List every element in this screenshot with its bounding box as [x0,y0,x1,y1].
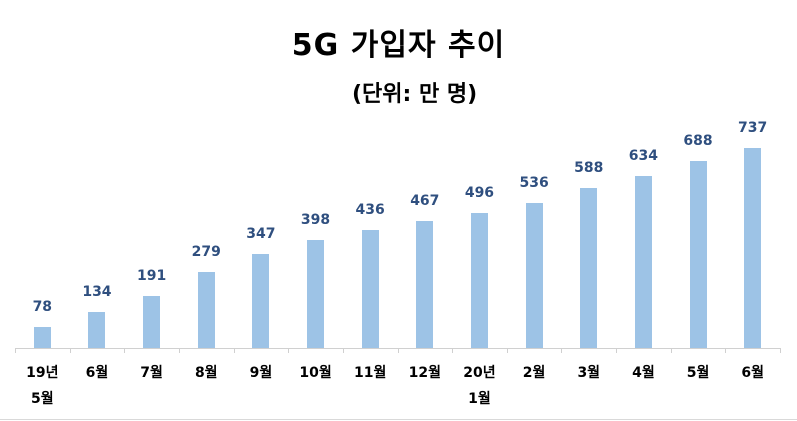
bar [744,148,762,348]
x-axis-tick [342,348,344,353]
chart-title: 5G 가입자 추이 [291,28,506,63]
data-label: 347 [246,225,276,242]
x-axis-category-label: 3월 [577,365,601,381]
x-axis-category-label: 4월 [632,365,655,381]
bar [197,272,215,348]
x-axis-category-label: 6월 [85,365,109,381]
bar [580,188,598,348]
bar [143,296,161,348]
chart-unit-subtitle: (단위: 만 명) [352,82,478,107]
data-label: 279 [191,244,221,261]
x-axis-tick [725,348,727,353]
x-axis-category-label: 6월 [741,365,764,381]
data-label: 78 [32,298,53,315]
x-axis-category-label: 11월 [353,365,387,381]
x-axis-category-label: 9월 [249,365,273,381]
data-label: 737 [738,120,768,136]
x-axis-category-label: 7월 [140,365,163,381]
bottom-border [0,419,797,420]
x-axis-tick [506,348,508,353]
bar [88,311,106,348]
x-axis-tick [397,348,399,353]
bar [525,202,543,348]
bar [689,161,707,348]
bar [634,175,652,348]
x-axis-tick [288,348,290,353]
bar [33,326,51,348]
x-axis-tick [670,348,672,353]
x-axis-category-label: 8월 [194,365,218,381]
x-axis-tick [780,348,781,353]
x-axis-tick [15,348,16,353]
data-label: 688 [683,133,713,150]
data-label: 398 [300,211,331,228]
bar [416,221,434,348]
bar [307,239,325,348]
x-axis-category-label: 10월 [299,365,332,381]
x-axis-tick [233,348,235,353]
x-axis-tick [616,348,618,353]
x-axis-tick [561,348,563,353]
data-label: 496 [464,185,495,202]
x-axis-tick [124,348,126,353]
x-axis-category-label: 19년 5월 [26,365,59,407]
data-label: 467 [410,193,440,210]
x-axis-tick [452,348,454,353]
data-label: 634 [628,147,658,164]
x-axis-category-label: 5월 [686,365,710,381]
x-axis-category-label: 2월 [522,365,546,381]
x-axis-tick [178,348,180,353]
data-label: 134 [82,283,112,300]
x-axis-category-label: 12월 [408,365,441,381]
bar [252,253,270,348]
data-label: 536 [519,174,549,191]
x-axis-category-label: 20년 1월 [463,365,496,407]
data-label: 436 [355,201,385,218]
data-label: 191 [136,268,167,285]
x-axis-tick [69,348,71,353]
bar [470,213,488,348]
data-label: 588 [574,160,604,177]
bar [361,229,379,348]
